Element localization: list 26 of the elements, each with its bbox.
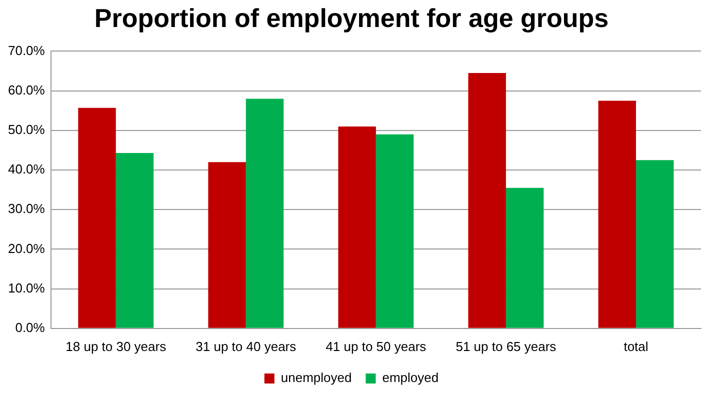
y-tick-label: 0.0% [15,320,46,335]
y-tick-label: 20.0% [8,240,46,256]
y-tick-label: 60.0% [8,82,46,98]
chart-title: Proportion of employment for age groups [94,2,609,33]
bar [208,162,246,328]
y-tick-label: 40.0% [8,162,46,177]
legend-label: employed [382,370,439,386]
y-tick-label: 70.0% [8,42,46,58]
bar [78,108,116,328]
x-tick-label: 31 up to 40 years [196,338,297,354]
y-tick-label: 10.0% [8,280,46,296]
y-tick-label: 50.0% [8,122,46,137]
bar [636,160,674,328]
bar [468,72,506,328]
x-tick-label: 51 up to 65 years [456,338,557,354]
bar [376,134,414,328]
x-tick-label: 41 up to 50 years [326,338,427,354]
bar [506,188,544,328]
bar [116,152,154,328]
bar [338,126,376,328]
x-tick-label: total [624,338,648,354]
y-tick-label: 30.0% [8,201,46,216]
x-tick-label: 18 up to 30 years [66,338,167,354]
bar [246,98,284,328]
bar [598,100,636,328]
legend-label: unemployed [280,370,352,386]
